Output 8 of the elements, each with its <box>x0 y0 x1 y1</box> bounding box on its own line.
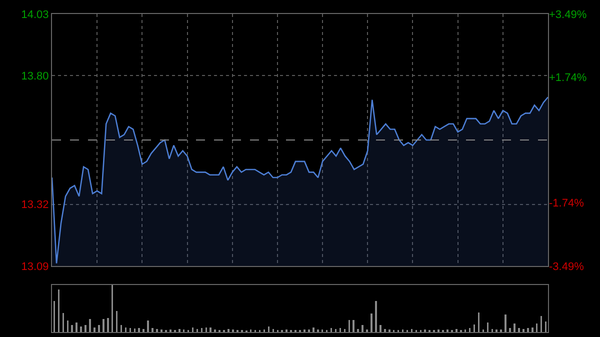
y-tick-label: 13.09 <box>21 260 49 273</box>
y2-tick-label: -1.74% <box>549 198 584 210</box>
y2-tick-label: +1.74% <box>549 72 587 84</box>
y2-tick-label: -3.49% <box>549 260 584 273</box>
y-tick-label: 14.03 <box>21 8 49 21</box>
y-tick-label: 13.80 <box>21 70 49 83</box>
y-tick-label: 13.32 <box>21 199 49 212</box>
y2-tick-label: +3.49% <box>549 8 587 21</box>
